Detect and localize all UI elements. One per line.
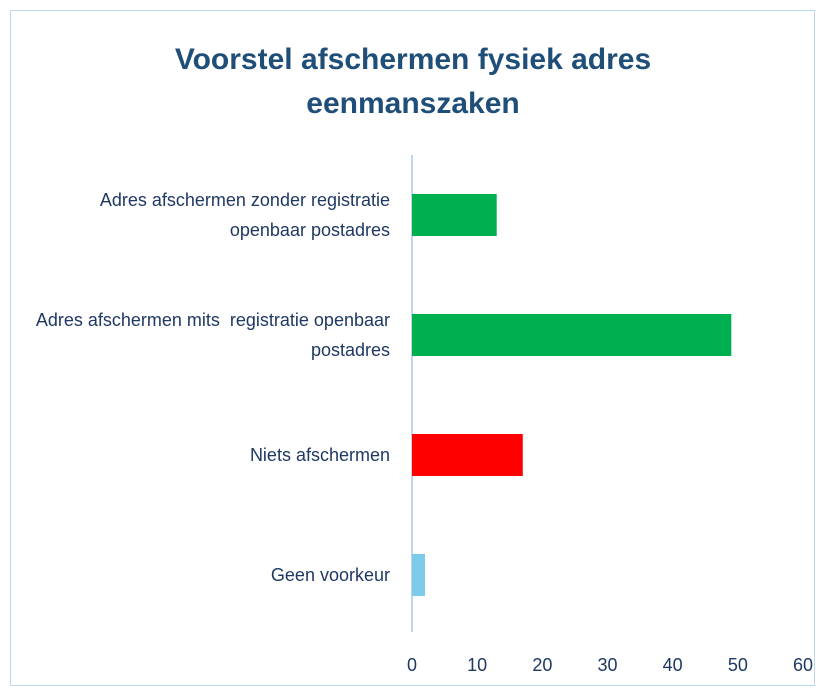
bar: [412, 554, 426, 596]
y-tick-label: Adres afschermen zonder registratie open…: [99, 190, 396, 240]
x-tick-label: 30: [597, 655, 617, 675]
x-tick-label: 50: [728, 655, 748, 675]
x-tick-label: 10: [467, 655, 487, 675]
bar: [412, 314, 732, 356]
bar: [412, 434, 523, 476]
x-tick-label: 20: [532, 655, 552, 675]
y-tick-label: Niets afschermen: [249, 445, 390, 465]
y-tick-label: Geen voorkeur: [270, 565, 390, 585]
bar: [412, 194, 497, 236]
x-tick-label: 40: [663, 655, 683, 675]
x-tick-label: 60: [793, 655, 813, 675]
y-tick-label: Adres afschermen mits registratie openba…: [35, 310, 396, 360]
x-tick-label: 0: [407, 655, 417, 675]
chart-title: Voorstel afschermen fysiek adres eenmans…: [174, 43, 652, 120]
chart-border: [10, 10, 815, 686]
